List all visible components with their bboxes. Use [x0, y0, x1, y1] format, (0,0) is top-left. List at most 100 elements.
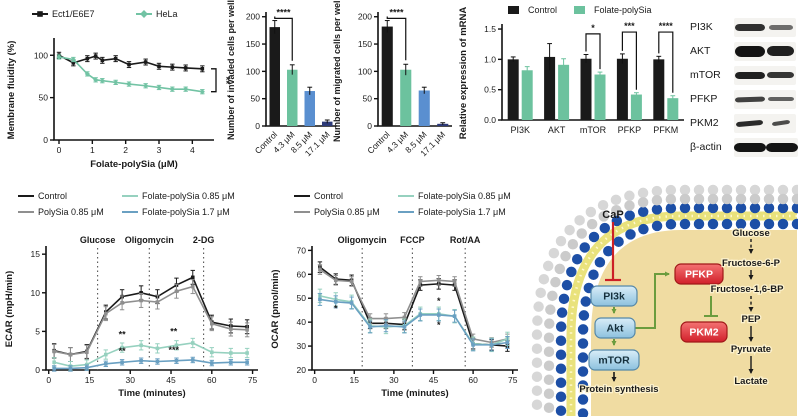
- panel-membrane-fluidity: 0 50 100 Membrane fluidity (%) 0 1 2 3 4 Folate-p…: [2, 0, 231, 180]
- blot-band: [767, 72, 794, 78]
- svg-text:5: 5: [35, 326, 40, 336]
- svg-text:Control: Control: [38, 191, 67, 201]
- ocar-chart: 20 30 40 50 60 70 OCAR (pmol/min) 0 15 30 45 60 75 Ti…: [270, 191, 518, 399]
- svg-text:Relative expression of mRNA: Relative expression of mRNA: [458, 7, 469, 140]
- svg-text:ECAR (mpH/min): ECAR (mpH/min): [4, 271, 15, 348]
- svg-text:Time (minutes): Time (minutes): [118, 388, 185, 399]
- svg-text:PKM2: PKM2: [689, 327, 718, 339]
- legend-item: Control: [294, 191, 343, 201]
- svg-text:**: **: [170, 326, 178, 336]
- svg-text:150: 150: [358, 39, 372, 49]
- legend-item: Control: [508, 5, 557, 15]
- svg-text:70: 70: [297, 245, 307, 255]
- svg-text:**: **: [119, 346, 127, 356]
- bar-Control: [269, 27, 280, 126]
- series-Folate-polySia 1.7 μM: [51, 356, 250, 372]
- svg-text:Folate-polySia (μM): Folate-polySia (μM): [90, 159, 178, 170]
- svg-text:FCCP: FCCP: [400, 235, 425, 245]
- label-f6p: Fructose-6-P: [722, 258, 781, 269]
- svg-text:Oligomycin: Oligomycin: [338, 235, 387, 245]
- series-HeLa: [56, 54, 205, 95]
- svg-text:0.5: 0.5: [484, 85, 496, 95]
- blot-lane-strip: [734, 41, 796, 61]
- series-PolySia 0.85 μM: [51, 279, 250, 363]
- blot-band: [767, 97, 794, 101]
- series-Control: [507, 43, 665, 120]
- legend-item: PolySia 0.85 μM: [18, 207, 104, 217]
- legend-item: PolySia 0.85 μM: [294, 207, 380, 217]
- blot-band: [767, 46, 794, 56]
- panel-ocar: 20 30 40 50 60 70 OCAR (pmol/min) 0 15 30 45 60 75 Ti…: [268, 186, 530, 416]
- svg-text:***: ***: [624, 21, 635, 31]
- svg-text:0: 0: [43, 135, 48, 145]
- blot-protein-label: β-actin: [690, 141, 722, 153]
- blot-lane-strip: [734, 137, 798, 157]
- svg-text:0.0: 0.0: [484, 115, 496, 125]
- legend-item: Control: [18, 191, 67, 201]
- bar-4.3 μM: [400, 69, 412, 126]
- svg-text:AKT: AKT: [548, 125, 566, 135]
- svg-text:1.5: 1.5: [484, 24, 496, 34]
- svg-text:Control: Control: [528, 5, 557, 15]
- bar-8.5 μM: [304, 91, 315, 126]
- svg-text:75: 75: [508, 375, 518, 385]
- svg-text:1: 1: [90, 145, 95, 155]
- svg-text:Number of invaded cells per we: Number of invaded cells per well: [226, 0, 236, 140]
- svg-text:150: 150: [246, 39, 260, 49]
- membrane-fluidity-chart: 0 50 100 Membrane fluidity (%) 0 1 2 3 4 Folate-p…: [6, 9, 231, 170]
- svg-text:45: 45: [429, 375, 439, 385]
- svg-text:****: ****: [276, 7, 291, 17]
- migrated-cells-chart: 0 50 100 150 200 Number of migrated cells per…: [332, 0, 452, 158]
- panel-western-blot: PI3K AKT mTOR PFKP PKM2 β-actin: [690, 2, 798, 184]
- node-pi3k: PI3k: [590, 285, 638, 307]
- mrna-expression-chart: 0.0 0.5 1.0 1.5 Relative expression of mRNA P…: [458, 5, 684, 140]
- axis: [311, 246, 518, 371]
- axis: [45, 246, 258, 371]
- svg-text:60: 60: [297, 269, 307, 279]
- label-glucose: Glucose: [732, 228, 770, 239]
- lipid-heads-outer: [555, 202, 798, 417]
- svg-text:4: 4: [190, 145, 195, 155]
- blot-band: [771, 119, 790, 127]
- svg-text:0: 0: [46, 375, 51, 385]
- series-Folate-polySia 1.7 μM: [317, 292, 510, 352]
- svg-text:30: 30: [389, 375, 399, 385]
- blot-lane-strip: [734, 65, 796, 85]
- bar-8.5 μM: [418, 90, 430, 126]
- blot-band: [734, 45, 765, 57]
- blot-band: [734, 142, 766, 152]
- svg-text:Control: Control: [314, 191, 343, 201]
- svg-text:**: **: [119, 330, 127, 340]
- svg-text:100: 100: [34, 50, 48, 60]
- label-lactate: Lactate: [734, 376, 767, 387]
- svg-text:****: ****: [389, 7, 404, 17]
- svg-text:PFKM: PFKM: [653, 125, 678, 135]
- svg-text:*: *: [591, 23, 595, 33]
- svg-text:15: 15: [350, 375, 360, 385]
- label-f16bp: Fructose-1,6-BP: [711, 284, 785, 295]
- svg-text:100: 100: [246, 66, 260, 76]
- blot-protein-label: mTOR: [690, 69, 721, 81]
- panel-invaded-cells: 0 50 100 150 200 Number of invaded cells per …: [226, 0, 340, 180]
- svg-text:**: **: [220, 76, 231, 84]
- svg-text:mTOR: mTOR: [580, 125, 607, 135]
- svg-text:0: 0: [35, 365, 40, 375]
- svg-text:40: 40: [297, 317, 307, 327]
- svg-text:1.0: 1.0: [484, 54, 496, 64]
- svg-text:***: ***: [168, 345, 179, 355]
- legend-item: Folate-polySia 1.7 μM: [398, 207, 506, 217]
- legend-item: Folate-polySia 0.85 μM: [122, 191, 235, 201]
- axis: [53, 38, 214, 141]
- svg-text:50: 50: [39, 93, 49, 103]
- blot-band: [734, 23, 765, 31]
- node-pkm2: PKM2: [680, 321, 728, 343]
- svg-text:OCAR (pmol/min): OCAR (pmol/min): [270, 269, 281, 348]
- svg-text:PI3K: PI3K: [510, 125, 530, 135]
- svg-text:Folate-polySia: Folate-polySia: [594, 5, 652, 15]
- blot-lane-strip: [734, 89, 796, 109]
- blot-protein-label: PFKP: [690, 93, 718, 105]
- svg-text:0: 0: [255, 121, 260, 131]
- svg-text:200: 200: [358, 12, 372, 22]
- svg-text:200: 200: [246, 12, 260, 22]
